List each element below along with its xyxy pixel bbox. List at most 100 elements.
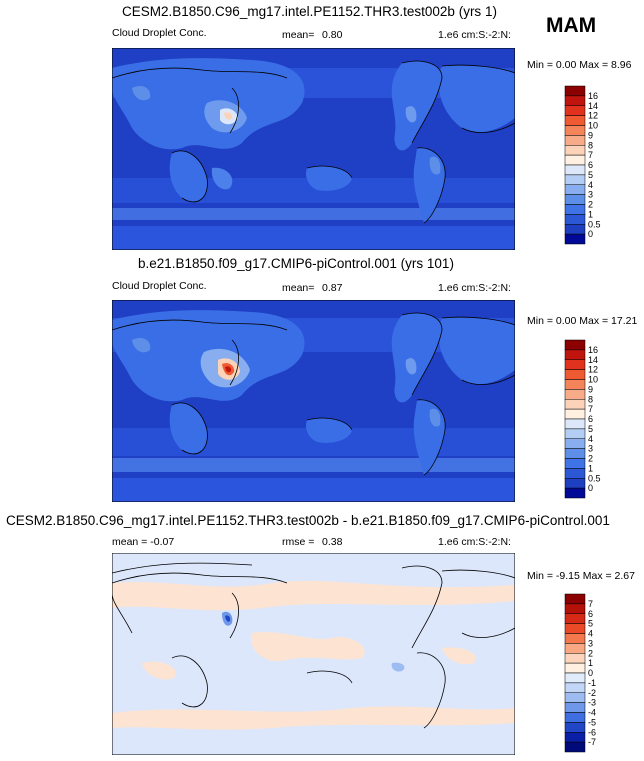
season-label: MAM: [546, 14, 597, 37]
colorbar-tick-label: 12: [588, 365, 598, 375]
colorbar-tick-label: 1: [588, 209, 593, 219]
colorbar-swatch: [564, 438, 586, 449]
colorbar-tick-label: 16: [588, 345, 598, 355]
colorbar-tick-label: 7: [588, 150, 593, 160]
colorbar-swatch: [564, 164, 586, 176]
colorbar-tick-label: -6: [588, 727, 596, 737]
colorbar-swatch: [564, 741, 586, 753]
colorbar-swatch: [564, 593, 586, 605]
colorbar-tick-label: 14: [588, 355, 598, 365]
colorbar-swatch: [564, 408, 586, 420]
colorbar-tick-label: -1: [588, 678, 596, 688]
colorbar-tick-label: 4: [588, 180, 593, 190]
colorbar-tick-label: 1: [588, 658, 593, 668]
panel2-minmax: Min = 0.00 Max = 17.21: [527, 315, 638, 327]
panel1-minmax: Min = 0.00 Max = 8.96: [527, 59, 632, 71]
panel2-mean-value: 0.87: [322, 282, 343, 294]
panel2-map: [112, 300, 515, 502]
panel2-units: 1.e6 cm:S:-2:N:: [438, 282, 511, 294]
colorbar-swatch: [564, 702, 586, 713]
colorbar-swatch: [564, 194, 586, 205]
colorbar-swatch: [564, 623, 586, 634]
colorbar-swatch: [564, 95, 586, 106]
colorbar-tick-label: 6: [588, 160, 593, 170]
colorbar-tick-label: -3: [588, 698, 596, 708]
colorbar-tick-label: 2: [588, 648, 593, 658]
colorbar-swatch: [564, 653, 586, 664]
panel3-rmse-value: 0.38: [322, 536, 343, 548]
colorbar-swatch: [564, 478, 586, 489]
colorbar-swatch: [564, 399, 586, 410]
panel3-map: [112, 553, 515, 755]
colorbar-swatch: [564, 418, 586, 430]
colorbar-swatch: [564, 643, 586, 654]
panel2-mean-label: mean=: [282, 282, 315, 294]
colorbar-tick-label: 0: [588, 668, 593, 678]
colorbar-swatch: [564, 154, 586, 166]
colorbar-tick-label: -7: [588, 737, 596, 747]
panel1-map: [112, 48, 515, 250]
colorbar-swatch: [564, 125, 586, 136]
colorbar-tick-label: 3: [588, 444, 593, 454]
colorbar-swatch: [564, 633, 586, 644]
colorbar-swatch: [564, 135, 586, 146]
colorbar-swatch: [564, 468, 586, 479]
colorbar-tick-label: 14: [588, 101, 598, 111]
colorbar-tick-label: 12: [588, 111, 598, 121]
colorbar-tick-label: 5: [588, 170, 593, 180]
colorbar-swatch: [564, 105, 586, 116]
colorbar-tick-label: -5: [588, 717, 596, 727]
colorbar-swatch: [564, 389, 586, 400]
colorbar-swatch: [564, 712, 586, 723]
colorbar-tick-label: 10: [588, 375, 598, 385]
colorbar-swatch: [564, 369, 586, 380]
colorbar-tick-label: 0: [588, 229, 593, 239]
colorbar-swatch: [564, 339, 586, 351]
panel1-variable-label: Cloud Droplet Conc.: [112, 27, 207, 39]
panel1-units: 1.e6 cm:S:-2:N:: [438, 29, 511, 41]
colorbar-tick-label: 3: [588, 638, 593, 648]
panel3-rmse-label: rmse =: [282, 536, 315, 548]
colorbar-tick-label: -4: [588, 708, 596, 718]
colorbar-swatch: [564, 603, 586, 614]
panel3-title: CESM2.B1850.C96_mg17.intel.PE1152.THR3.t…: [6, 513, 610, 528]
colorbar-tick-label: 6: [588, 414, 593, 424]
colorbar-tick-label: 7: [588, 599, 593, 609]
colorbar-swatch: [564, 379, 586, 390]
panel3-units: 1.e6 cm:S:-2:N:: [438, 536, 511, 548]
colorbar-swatch: [564, 184, 586, 195]
colorbar-swatch: [564, 682, 586, 693]
panel1-mean-label: mean=: [282, 29, 315, 41]
colorbar-tick-label: 5: [588, 424, 593, 434]
panel1-title: CESM2.B1850.C96_mg17.intel.PE1152.THR3.t…: [122, 4, 497, 19]
colorbar-tick-label: 6: [588, 609, 593, 619]
colorbar-tick-label: -2: [588, 688, 596, 698]
colorbar-swatch: [564, 458, 586, 469]
colorbar-swatch: [564, 349, 586, 360]
colorbar-tick-label: 9: [588, 384, 593, 394]
panel2-variable-label: Cloud Droplet Conc.: [112, 280, 207, 292]
colorbar-swatch: [564, 174, 586, 185]
colorbar-swatch: [564, 428, 586, 439]
colorbar-swatch: [564, 487, 586, 499]
panel3-minmax: Min = -9.15 Max = 2.67: [527, 570, 635, 582]
colorbar-swatch: [564, 224, 586, 235]
colorbar-swatch: [564, 722, 586, 733]
colorbar-swatch: [564, 448, 586, 459]
panel2-title: b.e21.B1850.f09_g17.CMIP6-piControl.001 …: [138, 256, 454, 271]
panel1-mean-value: 0.80: [322, 29, 343, 41]
colorbar-swatch: [564, 613, 586, 624]
colorbar-swatch: [564, 662, 586, 674]
colorbar-swatch: [564, 233, 586, 245]
colorbar-tick-label: 2: [588, 454, 593, 464]
panel3-mean-label: mean = -0.07: [112, 536, 175, 548]
colorbar-swatch: [564, 145, 586, 156]
colorbar-swatch: [564, 732, 586, 743]
colorbar-tick-label: 4: [588, 629, 593, 639]
colorbar-tick-label: 0: [588, 483, 593, 493]
colorbar-swatch: [564, 115, 586, 126]
colorbar-tick-label: 0.5: [588, 219, 601, 229]
colorbar-tick-label: 7: [588, 404, 593, 414]
